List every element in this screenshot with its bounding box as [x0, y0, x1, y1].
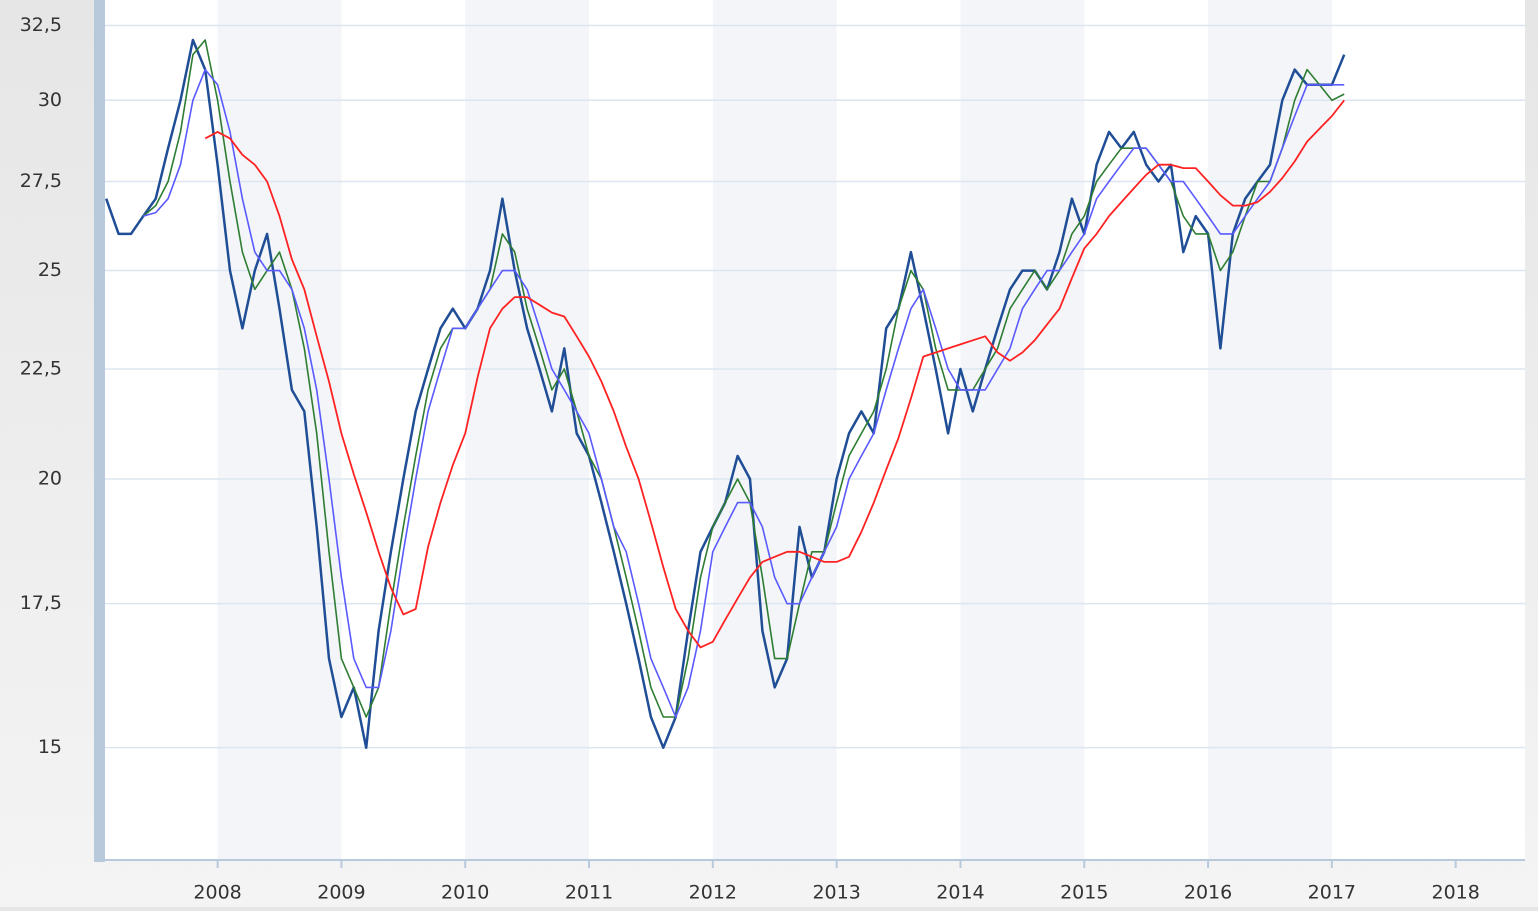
y-tick-label: 32,5 [20, 14, 62, 36]
x-tick-label: 2011 [565, 882, 613, 904]
y-axis-bar [94, 0, 105, 862]
x-tick-label: 2010 [441, 882, 489, 904]
year-band [217, 0, 342, 860]
y-tick-label: 20 [38, 467, 62, 489]
y-tick-label: 17,5 [20, 592, 62, 614]
x-tick-label: 2015 [1060, 882, 1108, 904]
x-tick-label: 2013 [812, 882, 860, 904]
series-line [143, 68, 1345, 718]
y-tick-label: 15 [38, 736, 62, 758]
y-tick-label: 22,5 [20, 357, 62, 379]
year-band [712, 0, 837, 860]
y-tick-label: 30 [38, 89, 62, 111]
x-tick-label: 2014 [936, 882, 984, 904]
year-band [1208, 0, 1332, 860]
x-tick-label: 2018 [1431, 882, 1479, 904]
year-band [960, 0, 1085, 860]
series-line [204, 99, 1345, 649]
year-band [465, 0, 590, 860]
y-tick-label: 25 [38, 259, 62, 281]
y-tick-label: 27,5 [20, 170, 62, 192]
x-tick-label: 2009 [317, 882, 365, 904]
x-tick-label: 2016 [1184, 882, 1232, 904]
x-tick-label: 2012 [689, 882, 737, 904]
x-tick-label: 2008 [193, 882, 241, 904]
x-tick-label: 2017 [1308, 882, 1356, 904]
